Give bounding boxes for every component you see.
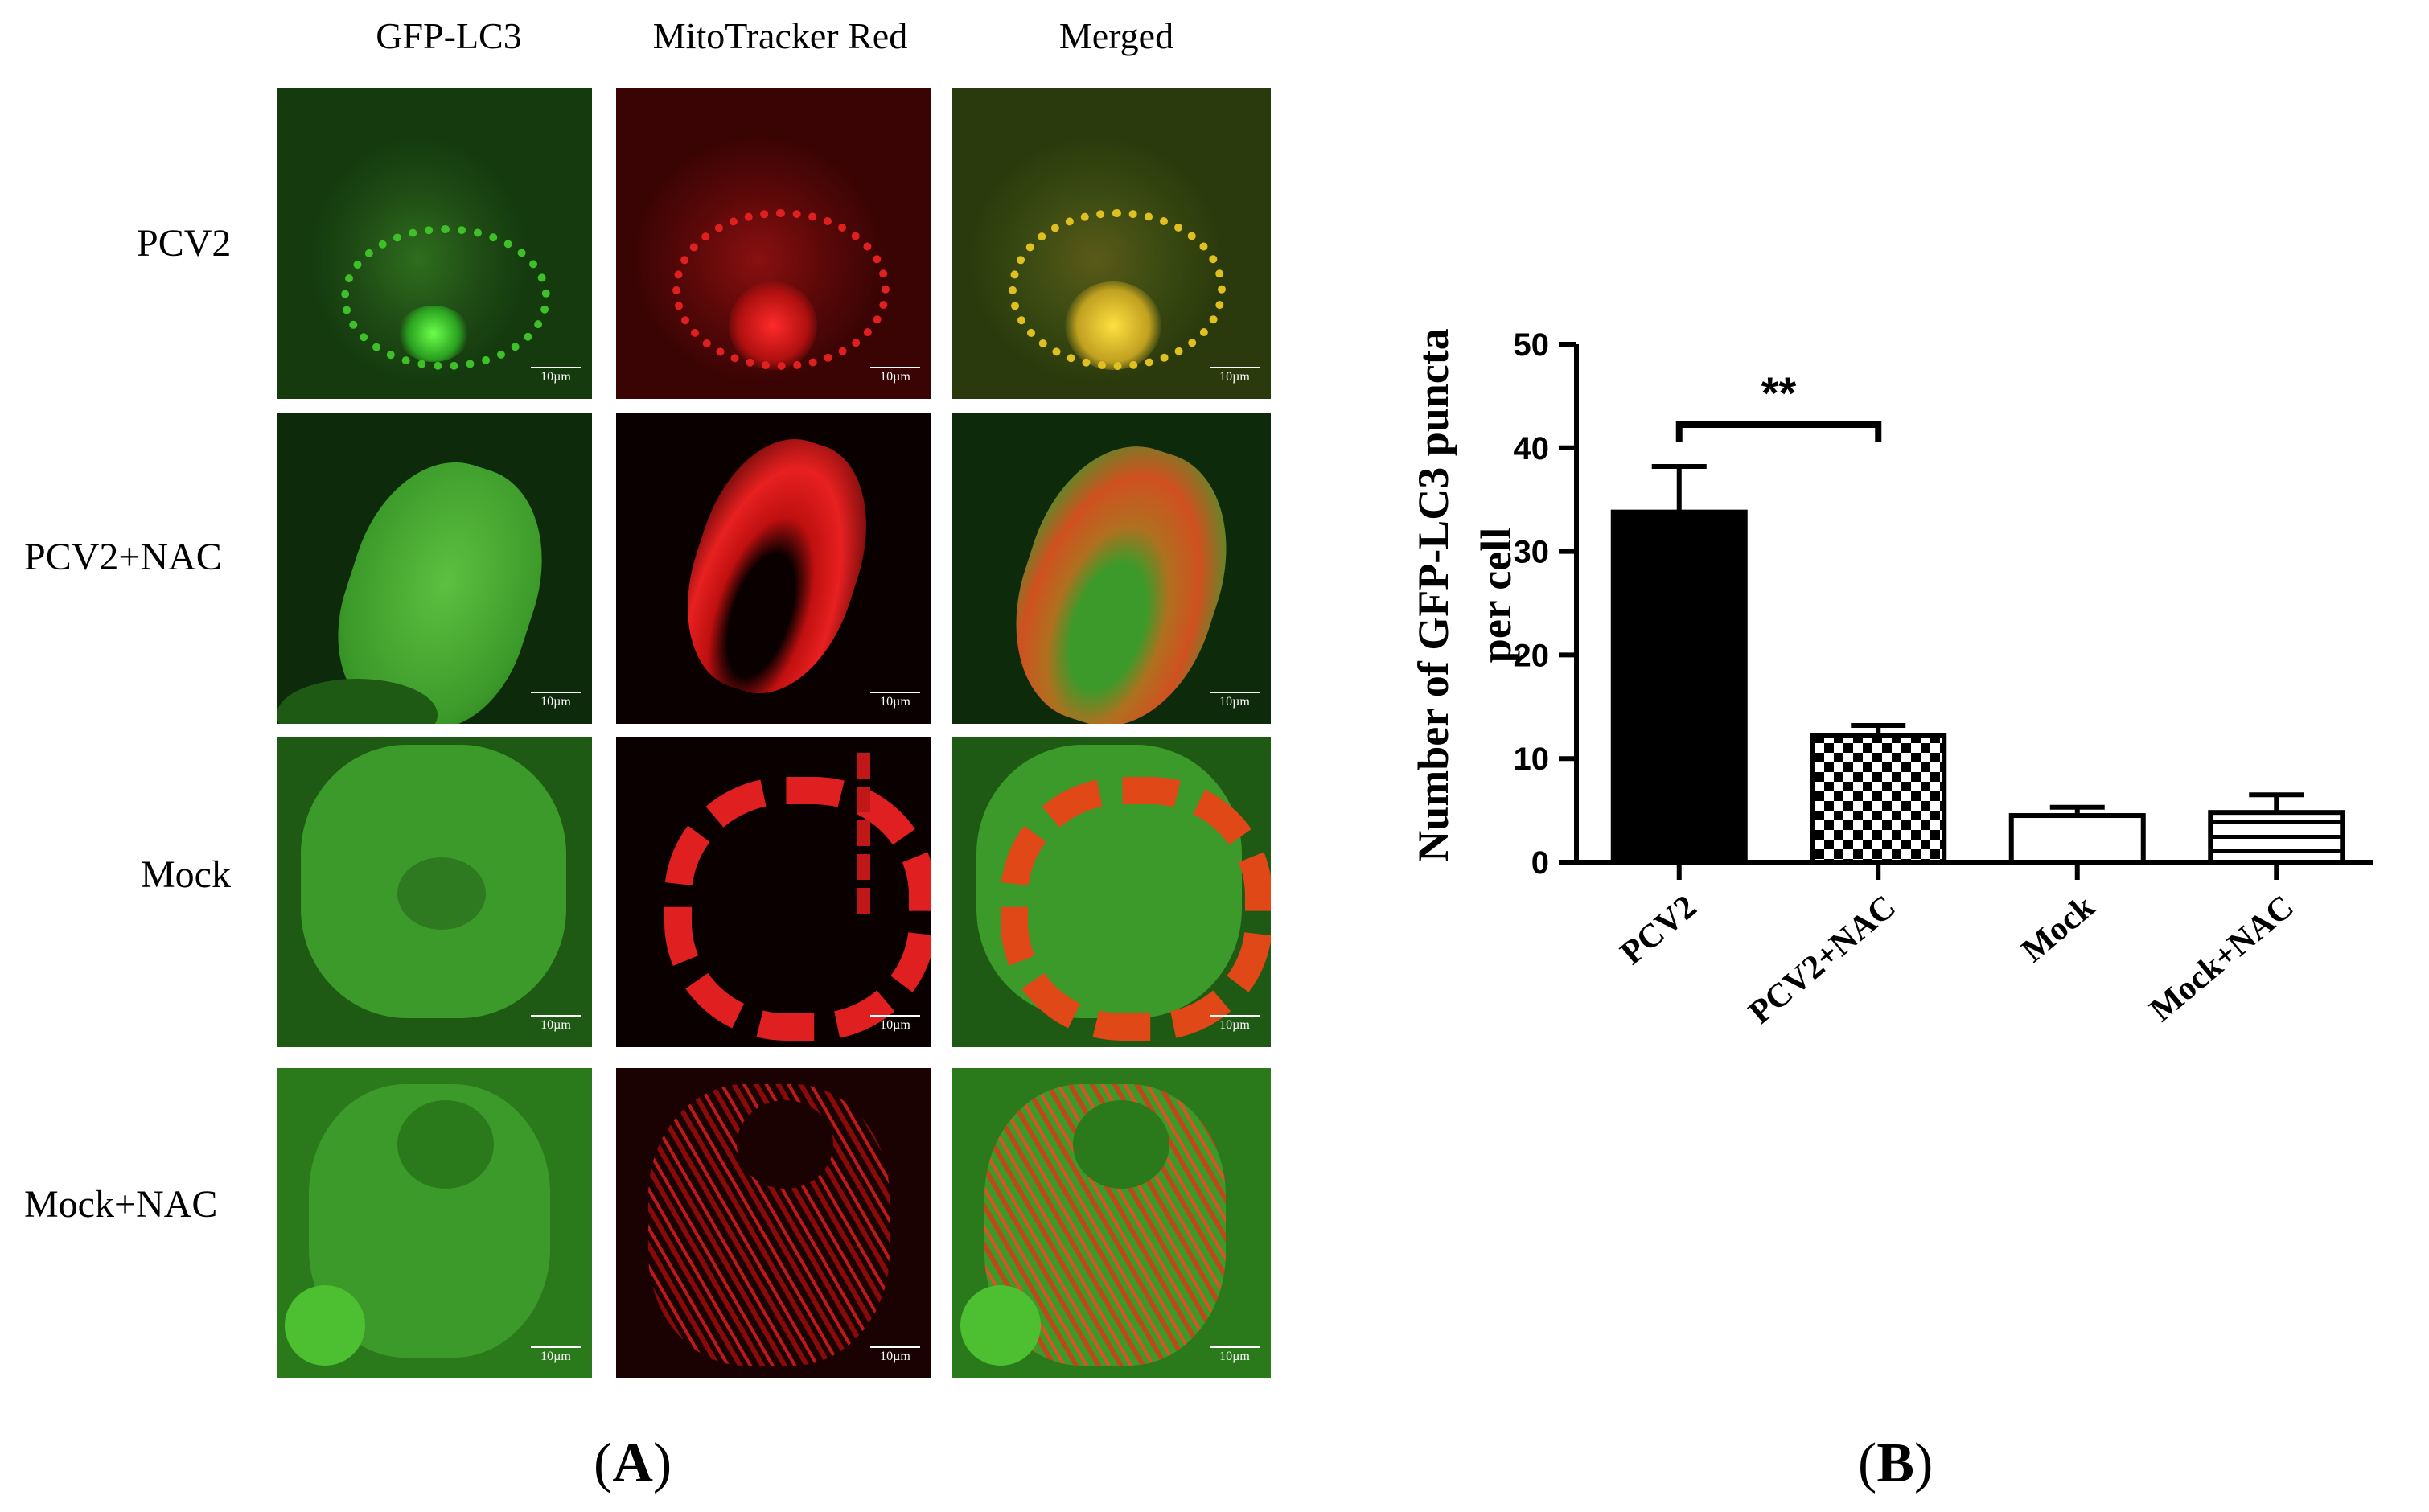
scale-bar: 10µm (870, 692, 920, 709)
y-tick-label: 0 (1531, 845, 1549, 881)
y-axis-label-line: per cell (1472, 528, 1520, 663)
y-tick-label: 50 (1514, 327, 1550, 363)
row-label-mock-nac: Mock+NAC (24, 1183, 218, 1226)
image-mock-merged: 10µm (952, 737, 1271, 1047)
image-pcv2-nac-merged: 10µm (952, 413, 1271, 724)
scale-bar: 10µm (531, 692, 581, 709)
image-mock-gfp: 10µm (277, 737, 592, 1047)
bracket-line (1675, 421, 1882, 442)
scale-bar: 10µm (1210, 1015, 1260, 1033)
column-header-gfp-lc3: GFP-LC3 (376, 15, 522, 56)
image-pcv2-gfp: 10µm (277, 88, 592, 399)
image-pcv2-merged: 10µm (952, 88, 1271, 399)
image-mock-nac-merged: 10µm (952, 1068, 1271, 1378)
scale-bar: 10µm (870, 1015, 920, 1033)
image-mock-nac-mitotracker: 10µm (616, 1068, 931, 1378)
x-tick-label: PCV2+NAC (1742, 888, 1903, 1031)
bar-pcv2 (1610, 509, 1748, 865)
image-mock-nac-gfp: 10µm (277, 1068, 592, 1378)
panel-label-a: (A) (594, 1432, 672, 1494)
image-pcv2-nac-gfp: 10µm (277, 413, 592, 724)
scale-bar: 10µm (531, 1015, 581, 1033)
significance-label: ** (1761, 368, 1797, 418)
image-pcv2-mitotracker: 10µm (616, 88, 931, 399)
bar-pcv2-nac (1810, 733, 1947, 865)
scale-bar: 10µm (1210, 692, 1260, 709)
scale-bar: 10µm (1210, 367, 1260, 384)
y-axis-label: Number of GFP-LC3 puncta per cell (1409, 328, 1520, 862)
significance-bracket: ** (1675, 368, 1882, 442)
scale-bar: 10µm (870, 367, 920, 384)
bars: PCV2 PCV2+NAC Mock Mock+NAC (1610, 463, 2345, 1032)
image-pcv2-nac-mitotracker: 10µm (616, 413, 931, 724)
column-header-merged: Merged (1058, 15, 1174, 56)
row-label-pcv2: PCV2 (137, 222, 232, 265)
x-tick-label: PCV2 (1613, 888, 1704, 972)
scale-bar: 10µm (531, 367, 581, 384)
y-tick-label: 20 (1514, 638, 1550, 673)
y-tick-label: 10 (1514, 742, 1550, 777)
column-header-mitotracker: MitoTracker Red (652, 15, 908, 56)
scale-bar: 10µm (1210, 1346, 1260, 1364)
y-tick-label: 30 (1514, 535, 1550, 570)
row-label-pcv2-nac: PCV2+NAC (24, 536, 222, 578)
y-tick-label: 40 (1514, 431, 1550, 466)
bar-mock-nac (2208, 810, 2345, 865)
scale-bar: 10µm (870, 1346, 920, 1364)
x-tick-label: Mock+NAC (2143, 888, 2300, 1029)
image-mock-mitotracker: 10µm (616, 737, 931, 1047)
scale-bar: 10µm (531, 1346, 581, 1364)
row-label-mock: Mock (141, 853, 231, 896)
bar-mock (2008, 813, 2146, 865)
panel-label-b: (B) (1858, 1432, 1934, 1494)
y-axis-label-line: Number of GFP-LC3 puncta (1409, 328, 1457, 862)
x-tick-label: Mock (2015, 888, 2102, 970)
